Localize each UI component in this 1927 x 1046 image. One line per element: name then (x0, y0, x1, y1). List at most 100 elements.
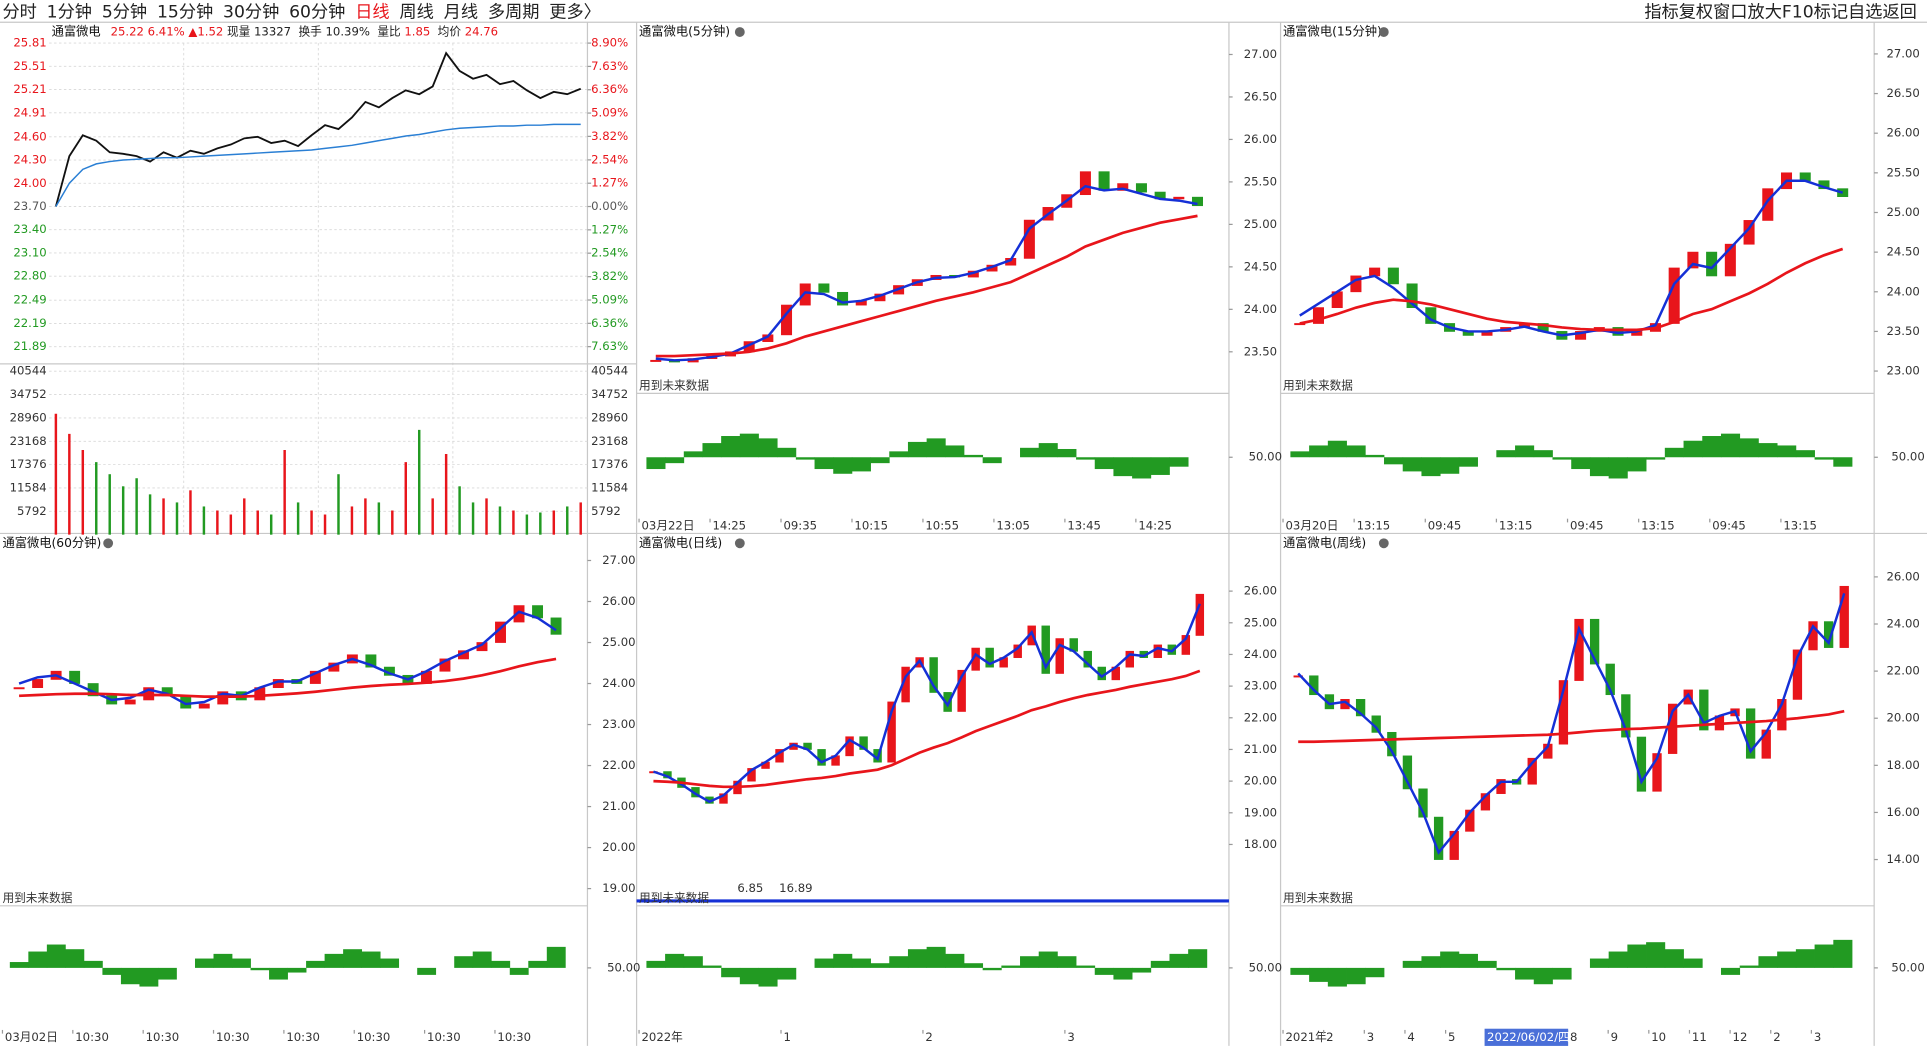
candle (887, 701, 896, 763)
osc-bar (963, 963, 984, 968)
x-tick-label: 13:45 (1067, 519, 1101, 533)
candle (1355, 699, 1366, 717)
osc-bar (795, 457, 815, 460)
osc-bar (1777, 445, 1797, 458)
osc-bar (926, 946, 946, 968)
volume-tick-label: 17376 (591, 457, 628, 471)
candle (1792, 649, 1803, 700)
candle (32, 679, 44, 689)
osc-bar (1309, 445, 1329, 458)
y-tick-label: 23.70 (13, 199, 46, 213)
candle (1777, 699, 1787, 731)
osc-bar (1458, 953, 1478, 968)
tool-button[interactable]: 返回 (1882, 2, 1916, 22)
x-tick-label: 10:30 (216, 1030, 250, 1044)
osc-bar (269, 967, 288, 980)
panel-note: 用到未来数据 (2, 891, 72, 905)
osc-bar (1720, 433, 1741, 458)
y-tick-label: 18.00 (1244, 837, 1277, 851)
tool-button[interactable]: 指标 (1644, 2, 1678, 22)
indicator-line (653, 669, 1201, 789)
y-tick-label: 22.80 (13, 269, 46, 283)
volume-tick-label: 11584 (10, 480, 47, 494)
quote-field: 现量 (227, 25, 251, 39)
osc-bar (1150, 457, 1170, 475)
quote-field: 6.41% (148, 25, 185, 39)
period-tab[interactable]: 60分钟 (289, 2, 345, 22)
candle (1745, 708, 1756, 759)
y-tick-label: 21.00 (1244, 742, 1277, 756)
osc-bar (1327, 967, 1347, 987)
candle (1191, 196, 1203, 207)
tool-button[interactable]: 自选 (1848, 2, 1882, 22)
volume-tick-label: 34752 (591, 387, 628, 401)
candle (365, 654, 377, 668)
period-tab[interactable]: 30分钟 (223, 2, 279, 22)
y-tick-label: 20.00 (1244, 774, 1277, 788)
volume-tick-label: 40544 (591, 364, 628, 378)
panel-menu[interactable] (1378, 538, 1389, 549)
indicator-line (653, 603, 1201, 804)
volume-tick-label: 17376 (10, 457, 47, 471)
period-tab[interactable]: 分时 (2, 2, 36, 22)
panel-note: 用到未来数据 (639, 378, 709, 392)
candle (198, 703, 210, 709)
x-tick-label: 03月22日 (642, 519, 695, 533)
panel-menu[interactable] (103, 538, 114, 549)
candle (837, 291, 849, 306)
osc-bar (926, 438, 946, 458)
panel-menu[interactable] (1378, 27, 1389, 37)
tool-button[interactable]: 放大 (1748, 2, 1782, 22)
x-tick-label: 3 (1067, 1030, 1074, 1044)
y2-tick-label: 8.90% (591, 36, 628, 50)
osc-bar (1795, 450, 1815, 458)
osc-bar (1384, 457, 1404, 465)
x-tick-label: 13:15 (1641, 519, 1675, 533)
panel-title: 通富微电(日线) (639, 535, 722, 550)
osc-bar (739, 433, 759, 458)
osc-bar (1646, 457, 1666, 460)
period-tab[interactable]: 1分钟 (47, 2, 92, 22)
x-tick-label: 14:25 (712, 519, 746, 533)
period-tab[interactable]: 月线 (444, 2, 478, 22)
tool-button[interactable]: 标记 (1814, 2, 1848, 22)
period-tab[interactable]: 更多〉 (549, 2, 601, 22)
candle (1465, 809, 1475, 832)
osc-bar (1169, 953, 1189, 968)
osc-bar (1608, 951, 1628, 968)
price-annotation: 16.89 (779, 881, 812, 895)
y2-tick-label: 5.09% (591, 293, 628, 307)
period-tab[interactable]: 多周期 (488, 2, 540, 22)
quote-field: ▲1.52 (188, 25, 223, 39)
osc-bar (1515, 445, 1535, 458)
osc-bar (889, 451, 909, 458)
osc-bar (1132, 457, 1152, 479)
indicator-line (655, 214, 1198, 358)
tool-button[interactable]: 复权 (1679, 2, 1713, 22)
period-tab[interactable]: 日线 (355, 2, 389, 22)
panel-menu[interactable] (734, 27, 745, 37)
y-tick-label: 26.00 (1244, 584, 1277, 598)
indicator-line (1297, 593, 1846, 855)
period-tab[interactable]: 周线 (399, 2, 433, 22)
tool-button[interactable]: F10 (1782, 2, 1814, 22)
osc-bar (509, 967, 529, 975)
period-tab[interactable]: 15分钟 (157, 2, 213, 22)
y2-tick-label: 3.82% (591, 129, 628, 143)
y2-tick-label: 7.63% (591, 339, 628, 353)
x-tick-label: 1 (783, 1030, 790, 1044)
indicator-line (1299, 247, 1844, 332)
y-tick-label: 21.00 (602, 799, 635, 813)
panel-menu[interactable] (734, 538, 745, 549)
osc-tick-label: 50.00 (607, 960, 640, 974)
osc-bar (1646, 942, 1666, 968)
x-tick-label: 09:45 (1712, 519, 1746, 533)
x-tick-label: 2 (1326, 1030, 1333, 1044)
period-tab[interactable]: 5分钟 (102, 2, 147, 22)
tool-button[interactable]: 窗口 (1713, 2, 1747, 22)
x-tick-label: 12 (1733, 1030, 1748, 1044)
y-tick-label: 24.30 (13, 153, 46, 167)
quote-field: 量比 (377, 25, 400, 39)
candle (1117, 183, 1129, 191)
panel-note: 用到未来数据 (639, 891, 709, 905)
